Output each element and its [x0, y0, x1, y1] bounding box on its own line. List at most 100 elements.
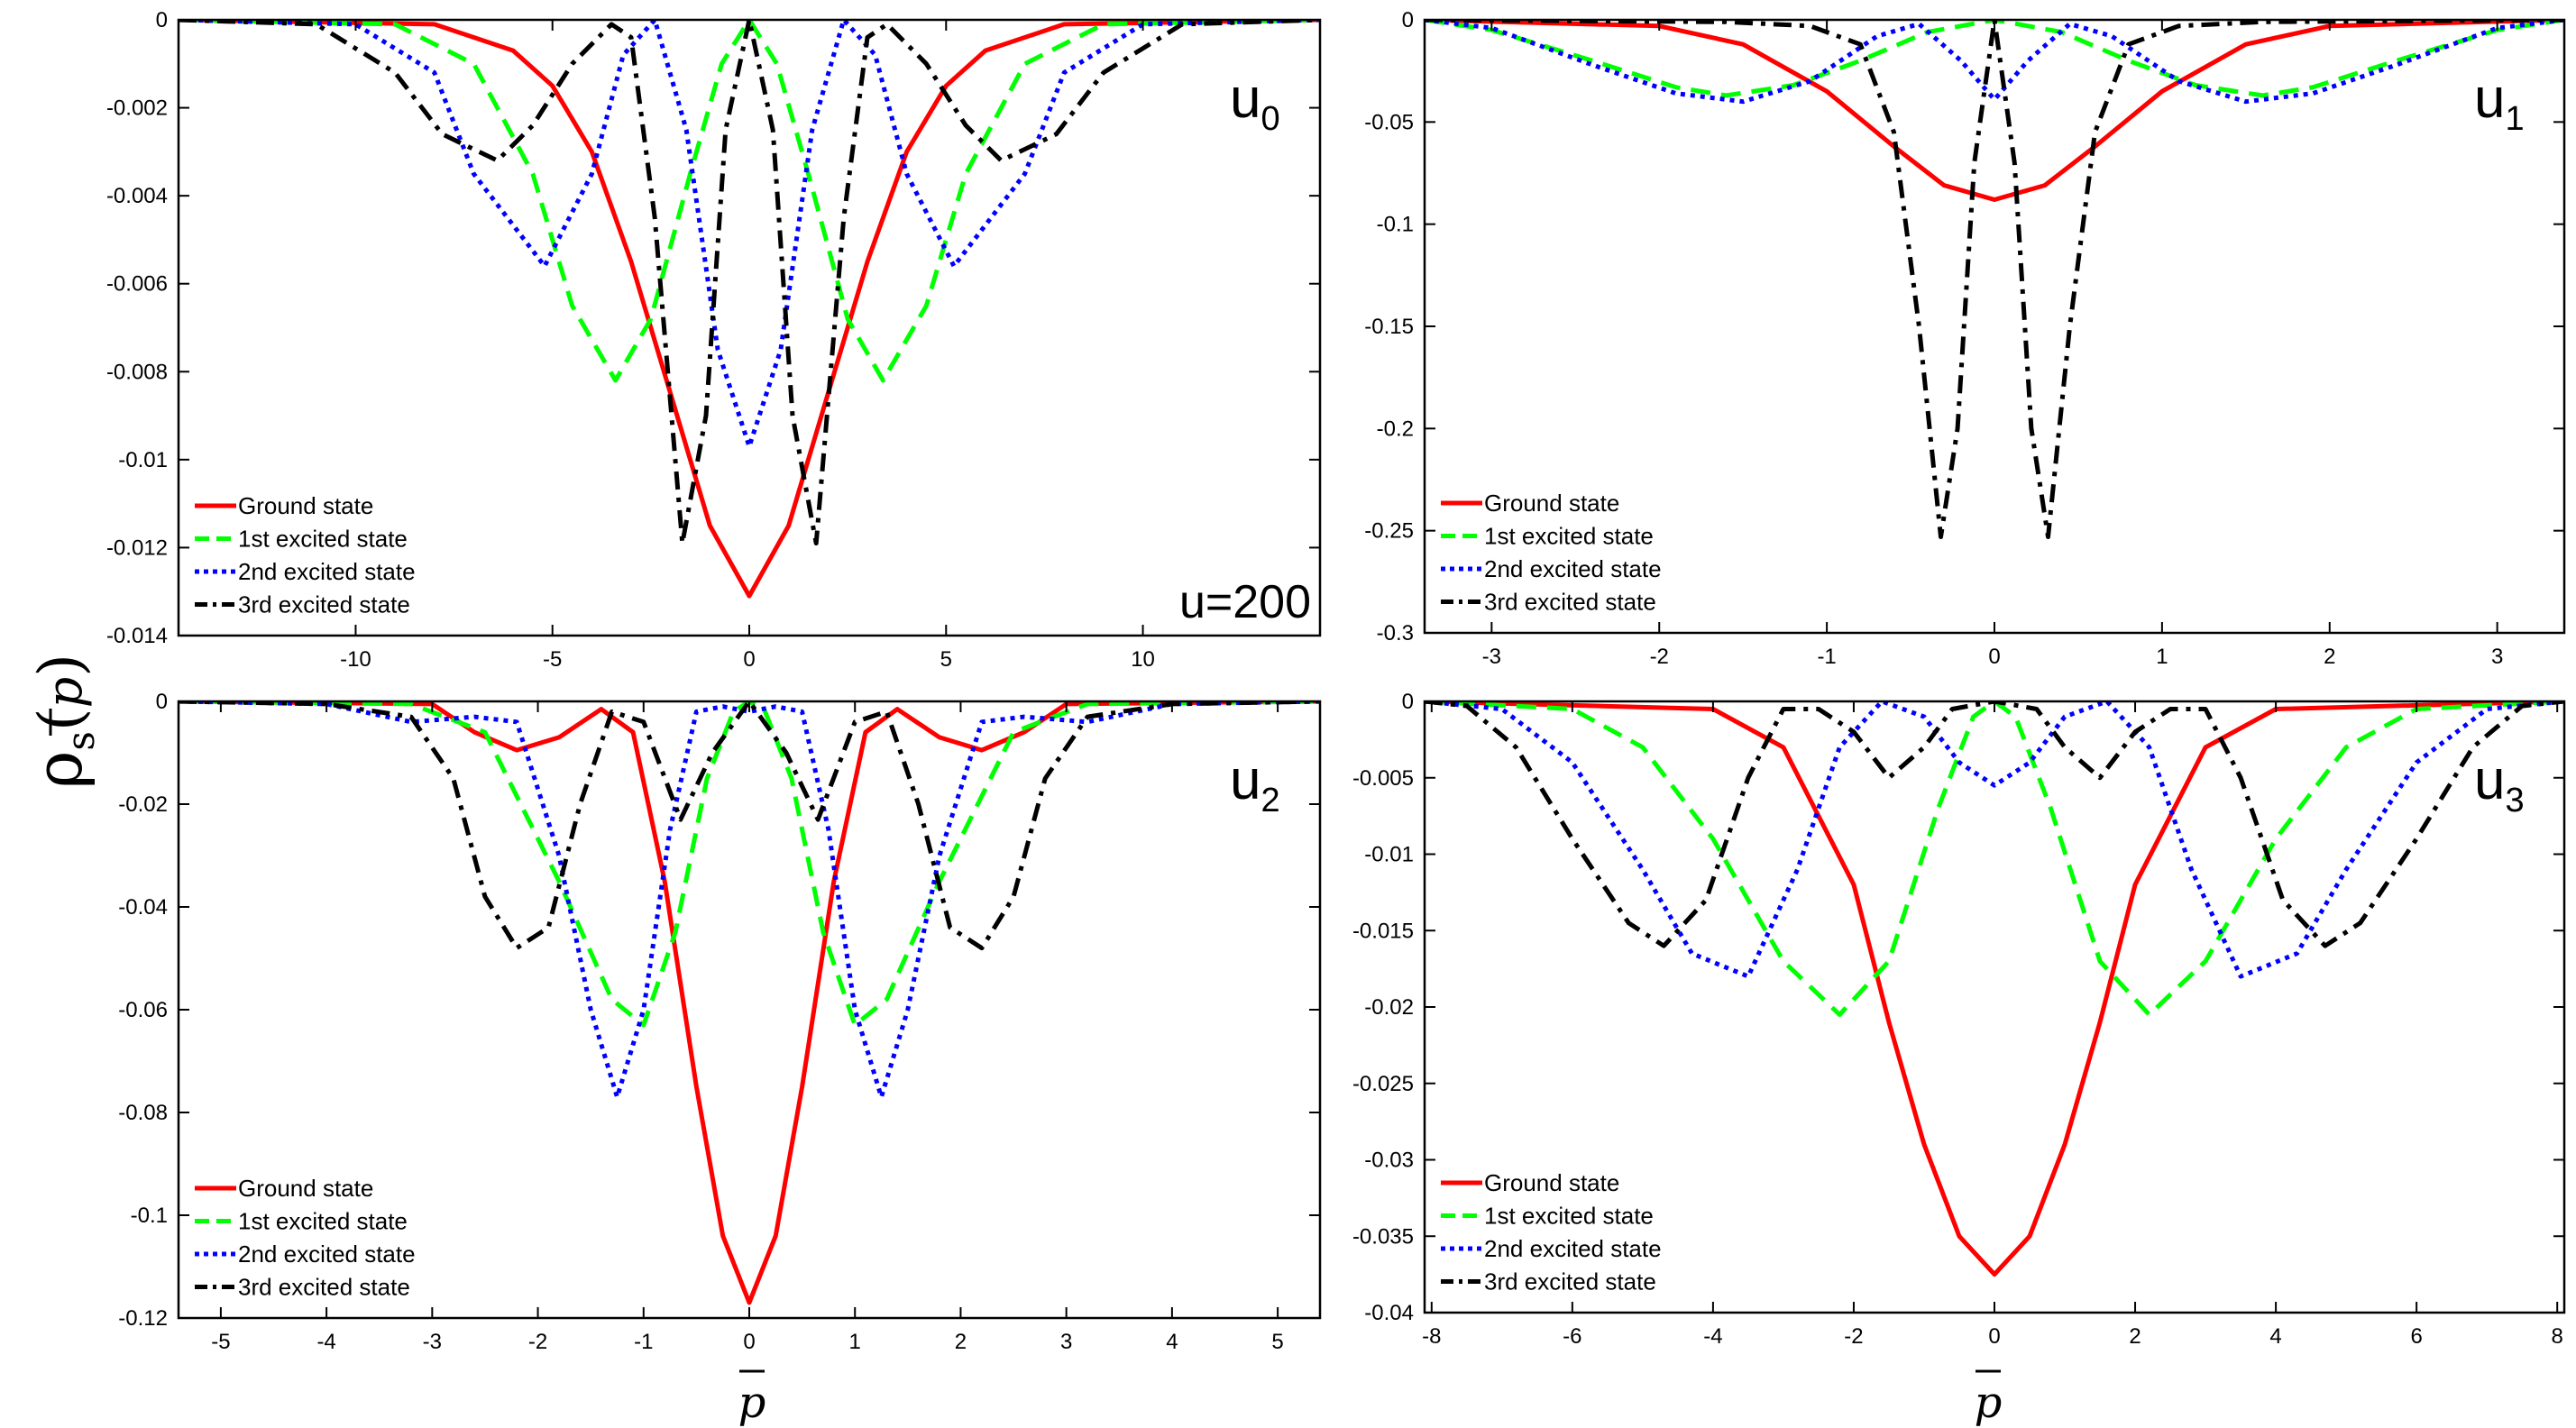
series-line-ground [179, 20, 1320, 599]
x-tick-label: -3 [1482, 645, 1501, 669]
x-axis-label-right: p [1975, 1369, 2003, 1428]
y-tick-label: -0.1 [131, 1204, 168, 1228]
x-tick-label: -8 [1422, 1324, 1441, 1349]
y-tick-label: -0.01 [118, 448, 168, 472]
legend-label: Ground state [238, 1175, 373, 1202]
y-tick-label: 0 [1402, 8, 1414, 32]
legend-label: 1st excited state [1484, 523, 1654, 550]
series-line-first [179, 701, 1320, 1028]
x-tick-label: 1 [849, 1330, 861, 1354]
series-line-third [179, 20, 1320, 546]
svg-text:p: p [738, 1378, 766, 1428]
y-tick-label: -0.012 [106, 536, 168, 560]
x-tick-label: 4 [1166, 1330, 1178, 1354]
x-tick-label: 5 [1271, 1330, 1283, 1354]
y-tick-label: -0.15 [1364, 315, 1414, 339]
x-tick-label: 4 [2269, 1324, 2281, 1349]
y-tick-label: -0.03 [1364, 1149, 1414, 1173]
series-line-first [179, 20, 1320, 383]
y-tick-label: -0.014 [106, 624, 168, 648]
svg-text:p: p [1975, 1378, 2003, 1428]
y-tick-label: -0.04 [118, 895, 168, 920]
y-tick-label: -0.01 [1364, 843, 1414, 867]
chart-panel-top-right: -3 -2 -1 0 1 2 3 0 -0.05 -0.1 -0.15 -0.2 -0.25 -0.3 u1… [1364, 8, 2566, 669]
legend-label: 1st excited state [238, 526, 408, 553]
chart-panel-bottom-right: -8 -6 -4 -2 0 2 4 6 8 0 -0.005 -0.01 -0.015 -0.02 -0.0… [1352, 690, 2566, 1349]
legend-label: 3rd excited state [238, 591, 410, 618]
legend: Ground state 1st excited state 2nd excited… [1441, 1169, 1662, 1295]
x-tick-label: 5 [940, 647, 952, 672]
x-tick-label: 2 [2129, 1324, 2141, 1349]
x-tick-label: -10 [340, 647, 371, 672]
x-tick-label: -5 [543, 647, 562, 672]
panel-tag: u2 [1230, 749, 1280, 819]
legend-label: 3rd excited state [1484, 1268, 1656, 1295]
x-axis-label-left: p [738, 1369, 766, 1428]
x-tick-label: 0 [1988, 645, 2000, 669]
legend-label: 3rd excited state [238, 1274, 410, 1301]
x-tick-label: -1 [634, 1330, 653, 1354]
chart-panel-bottom-left: -5 -4 -3 -2 -1 0 1 2 3 4 5 0 -0.02 -0.04 -0.06 -0.08 -0.… [118, 690, 1322, 1354]
legend: Ground state 1st excited state 2nd excited… [1441, 490, 1662, 616]
y-tick-label: -0.02 [118, 792, 168, 817]
x-tick-label: 3 [1060, 1330, 1072, 1354]
x-tick-label: 2 [955, 1330, 967, 1354]
y-tick-label: -0.06 [118, 998, 168, 1022]
y-tick-label: -0.04 [1364, 1301, 1414, 1325]
parameter-annotation: u=200 [1179, 576, 1311, 628]
y-tick-label: -0.008 [106, 360, 168, 384]
series-line-second [1425, 701, 2564, 979]
y-tick-label: -0.3 [1377, 621, 1414, 645]
legend-label: 1st excited state [1484, 1203, 1654, 1230]
x-tick-label: 2 [2324, 645, 2335, 669]
legend-label: Ground state [1484, 1169, 1619, 1196]
series-line-ground [1425, 701, 2564, 1277]
y-axis-label: ρs(p) [21, 654, 103, 789]
panels: -10 -5 0 5 100-0.002-0.004-0.006-0.008-0.01-… [106, 8, 2566, 1354]
y-tick-label: -0.004 [106, 184, 168, 208]
panel-tag: u1 [2474, 68, 2525, 138]
x-tick-label: -5 [211, 1330, 230, 1354]
x-tick-label: -3 [423, 1330, 442, 1354]
x-tick-label: 8 [2552, 1324, 2563, 1349]
chart-panel-top-left: -10 -5 0 5 10 0 -0.002 -0.004 -0.006 -0.008 -0.01 -… [106, 8, 1322, 672]
series-line-second [179, 20, 1320, 449]
x-tick-label: 1 [2156, 645, 2168, 669]
y-tick-label: -0.08 [118, 1101, 168, 1125]
y-tick-label: -0.12 [118, 1306, 168, 1331]
x-tick-label: 10 [1131, 647, 1155, 672]
x-tick-label: 6 [2410, 1324, 2422, 1349]
series-line-second [179, 701, 1320, 1100]
panel-tag: u0 [1230, 68, 1280, 138]
legend-label: 2nd excited state [1484, 1235, 1662, 1262]
y-tick-label: -0.015 [1352, 919, 1414, 943]
legend-label: 3rd excited state [1484, 589, 1656, 616]
x-tick-label: 0 [743, 647, 755, 672]
series-line-first [1425, 20, 2564, 98]
y-tick-label: -0.25 [1364, 519, 1414, 544]
x-tick-label: -2 [1844, 1324, 1863, 1349]
y-tick-label: -0.005 [1352, 766, 1414, 791]
x-tick-label: -2 [1650, 645, 1669, 669]
legend-label: 2nd excited state [1484, 555, 1662, 582]
x-tick-label: 0 [1988, 1324, 2000, 1349]
series-line-first [1425, 701, 2564, 1017]
x-tick-label: 3 [2491, 645, 2503, 669]
x-tick-label: -4 [316, 1330, 335, 1354]
y-tick-label: -0.05 [1364, 110, 1414, 134]
x-tick-label: -1 [1817, 645, 1836, 669]
y-tick-label: -0.2 [1377, 416, 1414, 441]
x-tick-label: -2 [528, 1330, 547, 1354]
series-line-ground [1425, 20, 2564, 202]
series-line-third [1425, 20, 2564, 539]
x-tick-label: 0 [743, 1330, 755, 1354]
y-tick-label: -0.006 [106, 272, 168, 297]
legend: Ground state 1st excited state 2nd excited… [195, 1175, 416, 1301]
y-tick-label: -0.1 [1377, 213, 1414, 237]
legend-label: 2nd excited state [238, 1240, 416, 1268]
y-tick-label: 0 [156, 8, 168, 32]
series-line-third [1425, 701, 2564, 948]
legend-label: Ground state [238, 492, 373, 519]
legend-label: Ground state [1484, 490, 1619, 517]
